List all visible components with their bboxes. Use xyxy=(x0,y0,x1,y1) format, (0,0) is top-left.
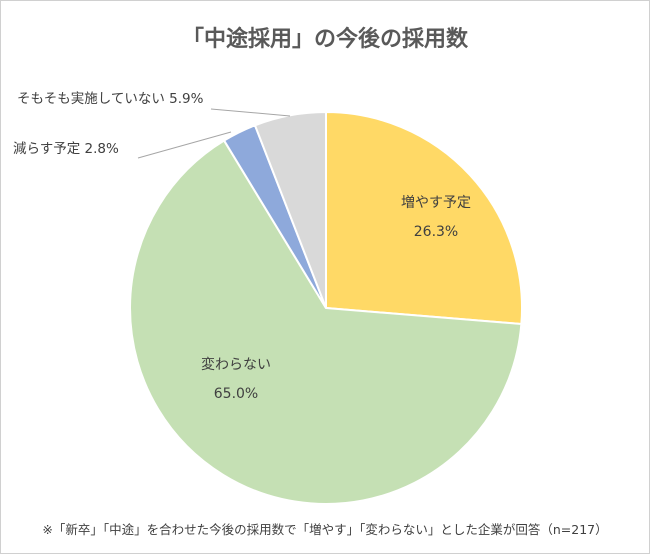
leader-line-decrease xyxy=(137,131,232,159)
pie-slice-not-implemented xyxy=(253,110,327,309)
slice-value-not-implemented: 5.9% xyxy=(169,91,203,107)
pie-slice-no-change xyxy=(129,139,523,505)
slice-value-increase: 26.3% xyxy=(414,224,458,240)
slice-label-no-change: 変わらない xyxy=(201,356,271,373)
slice-label-not-implemented: そもそも実施していない xyxy=(17,91,169,107)
slice-value-decrease: 2.8% xyxy=(85,141,119,157)
outside-label-not-implemented: そもそも実施していない 5.9% xyxy=(17,91,204,107)
pie-slice-increase xyxy=(325,110,523,326)
slice-label-increase: 増やす予定 xyxy=(401,195,471,211)
chart-title: 「中途採用」の今後の採用数 xyxy=(181,27,468,52)
footnote: ※「新卒」「中途」を合わせた今後の採用数で「増やす」「変わらない」とした企業が回… xyxy=(42,522,608,537)
slice-value-no-change: 65.0% xyxy=(214,386,258,402)
leader-line-not-implemented xyxy=(210,108,291,117)
outside-label-decrease: 減らす予定 2.8% xyxy=(13,140,119,157)
slice-label-decrease: 減らす予定 xyxy=(13,140,85,157)
